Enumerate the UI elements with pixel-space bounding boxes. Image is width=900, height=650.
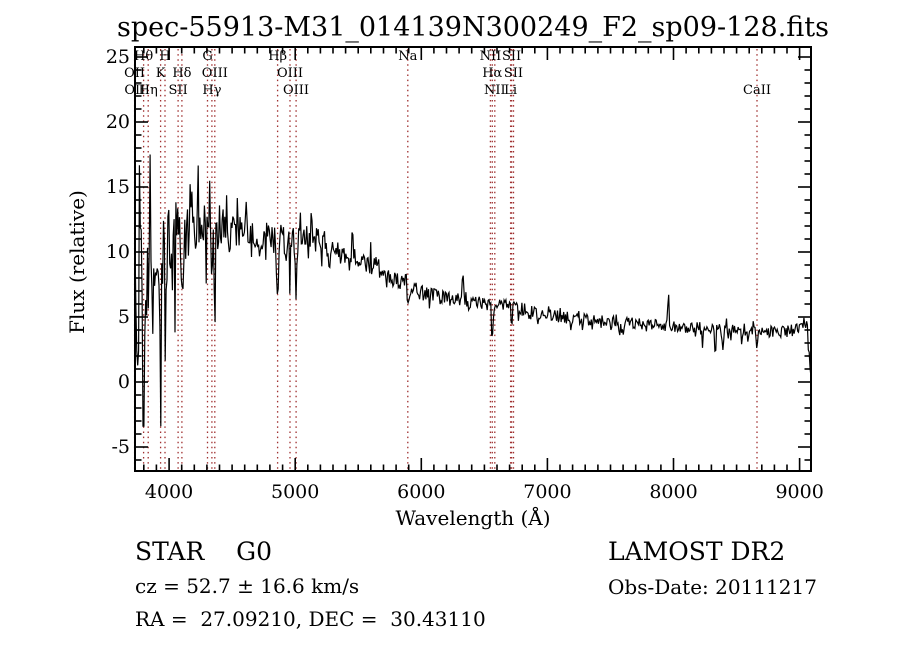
spectral-line-label: OII <box>124 66 146 81</box>
spectral-line-label: OIII <box>276 66 304 81</box>
spectral-line-label: OII <box>124 83 146 98</box>
spectral-line-label: Hβ <box>268 49 288 64</box>
x-axis-title: Wavelength (Å) <box>395 506 551 530</box>
spectral-line-label: Hα <box>482 66 503 81</box>
spectral-line-label: Hθ <box>133 49 154 64</box>
obs-date-text: Obs-Date: 20111217 <box>608 575 817 599</box>
x-tick-label: 6000 <box>397 481 446 503</box>
cz-velocity-text: cz = 52.7 ± 16.6 km/s <box>135 574 360 598</box>
spectral-line-label: OIII <box>283 83 310 98</box>
spectral-line-label: K <box>155 66 166 81</box>
y-tick-label: 25 <box>105 46 130 68</box>
y-tick-label: 0 <box>117 370 130 393</box>
survey-release-text: LAMOST DR2 <box>608 537 786 566</box>
x-tick-label: 5000 <box>270 481 320 503</box>
spectral-line-label: NII <box>483 83 506 98</box>
y-tick-label: 20 <box>105 110 130 133</box>
y-tick-label: -5 <box>111 435 130 458</box>
spectral-line-label: SII <box>501 49 522 64</box>
spectral-line-label: Hγ <box>202 83 222 98</box>
x-tick-label: 8000 <box>649 481 698 503</box>
spectral-line-label: Li <box>504 83 517 98</box>
spectral-line-label: Hη <box>138 83 158 98</box>
x-tick-label: 9000 <box>775 481 824 503</box>
ra-dec-text: RA = 27.09210, DEC = 30.43110 <box>135 607 486 631</box>
spectrum-trace <box>134 154 812 427</box>
y-axis-title: Flux (relative) <box>65 190 89 334</box>
object-class-text: STAR G0 <box>135 537 272 566</box>
x-tick-label: 4000 <box>144 481 194 503</box>
y-tick-label: 5 <box>117 305 130 328</box>
plot-frame <box>134 46 812 472</box>
y-tick-label: 10 <box>105 240 130 263</box>
spectral-line-label: SII <box>503 66 524 81</box>
spectral-line-label: G <box>202 49 213 64</box>
spectral-line-label: Hδ <box>172 66 192 81</box>
y-tick-label: 15 <box>105 175 130 198</box>
spectral-line-label: H <box>159 49 171 64</box>
spectral-line-label: SII <box>168 83 188 98</box>
plot-title: spec-55913-M31_014139N300249_F2_sp09-128… <box>116 12 830 43</box>
spectral-line-label: OIII <box>201 66 228 81</box>
x-tick-label: 7000 <box>523 481 572 503</box>
spectral-line-label: NII <box>479 49 502 64</box>
spectral-line-label: Na <box>398 49 418 64</box>
spectral-line-label: CaII <box>743 83 771 98</box>
